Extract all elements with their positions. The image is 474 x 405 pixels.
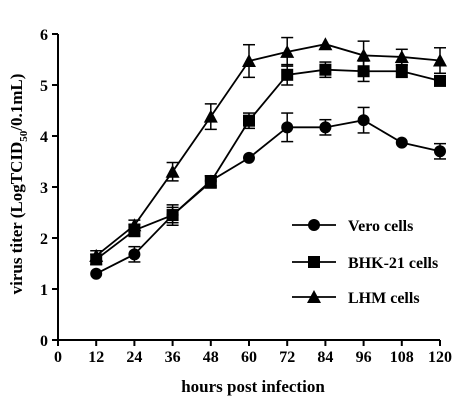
data-point-circle xyxy=(128,248,141,261)
series-circle xyxy=(90,106,446,280)
y-axis-title-subscript: 50 xyxy=(18,130,30,142)
x-tick-label: 96 xyxy=(356,349,372,366)
data-point-triangle xyxy=(356,48,371,62)
y-tick-label: 1 xyxy=(40,282,48,299)
y-tick-label: 5 xyxy=(40,78,48,95)
y-tick-label: 0 xyxy=(40,333,48,350)
data-point-triangle xyxy=(127,218,142,232)
legend-marker-triangle xyxy=(307,290,321,303)
legend-entry-circle: Vero cells xyxy=(292,218,413,235)
y-tick-label: 4 xyxy=(40,129,48,146)
data-point-square xyxy=(395,65,408,78)
x-tick-label: 36 xyxy=(165,349,181,366)
data-point-triangle xyxy=(242,54,256,68)
y-axis-title-tail: /0.1mL) xyxy=(7,74,26,132)
x-tick-label: 0 xyxy=(54,349,62,366)
legend-label: BHK-21 cells xyxy=(348,255,438,272)
data-point-circle xyxy=(357,114,370,127)
x-tick-label: 120 xyxy=(428,349,452,366)
y-tick-label: 2 xyxy=(40,231,48,248)
series-line-square xyxy=(95,68,441,261)
legend-entry-triangle: LHM cells xyxy=(292,290,420,307)
legend-marker-square xyxy=(308,256,320,268)
y-tick-label: 3 xyxy=(40,180,48,197)
x-tick-label: 108 xyxy=(390,349,414,366)
y-axis-title: virus titer (LogTCID50/0.1mL) xyxy=(7,74,30,295)
x-tick-label: 84 xyxy=(317,349,333,366)
data-point-square xyxy=(166,209,179,222)
data-point-circle xyxy=(395,136,408,149)
data-point-square xyxy=(357,65,370,78)
data-point-circle xyxy=(319,121,332,134)
legend-marker-circle xyxy=(308,219,320,231)
data-point-triangle xyxy=(394,49,409,63)
legend-entry-square: BHK-21 cells xyxy=(292,255,438,272)
series-triangle xyxy=(89,36,447,262)
series-layer xyxy=(89,36,447,280)
data-point-circle xyxy=(281,121,294,134)
data-point-circle xyxy=(243,151,255,164)
data-point-square xyxy=(243,114,255,127)
series-line-circle xyxy=(95,119,441,275)
x-tick-label: 60 xyxy=(241,349,257,366)
legend-label: LHM cells xyxy=(348,290,420,307)
x-tick-label: 48 xyxy=(203,349,219,366)
data-point-square xyxy=(281,68,294,81)
data-point-triangle xyxy=(203,109,218,123)
x-axis-title: hours post infection xyxy=(181,377,325,396)
data-point-square xyxy=(434,74,446,87)
y-tick-label: 6 xyxy=(40,27,48,44)
data-point-triangle xyxy=(280,44,295,58)
data-point-square xyxy=(204,175,217,188)
legend-label: Vero cells xyxy=(348,218,413,235)
data-point-triangle xyxy=(433,53,447,67)
data-point-triangle xyxy=(318,37,333,51)
x-tick-label: 72 xyxy=(279,349,295,366)
data-point-circle xyxy=(434,145,446,158)
x-tick-label: 24 xyxy=(126,349,142,366)
data-point-square xyxy=(319,63,332,76)
data-point-circle xyxy=(90,267,103,280)
series-line-triangle xyxy=(95,43,441,257)
x-tick-label: 12 xyxy=(88,349,104,366)
data-point-triangle xyxy=(89,248,104,262)
y-axis-title-main: virus titer (LogTCID xyxy=(7,142,26,295)
data-point-triangle xyxy=(165,164,180,178)
legend: Vero cells BHK-21 cells LHM cells xyxy=(292,218,438,307)
